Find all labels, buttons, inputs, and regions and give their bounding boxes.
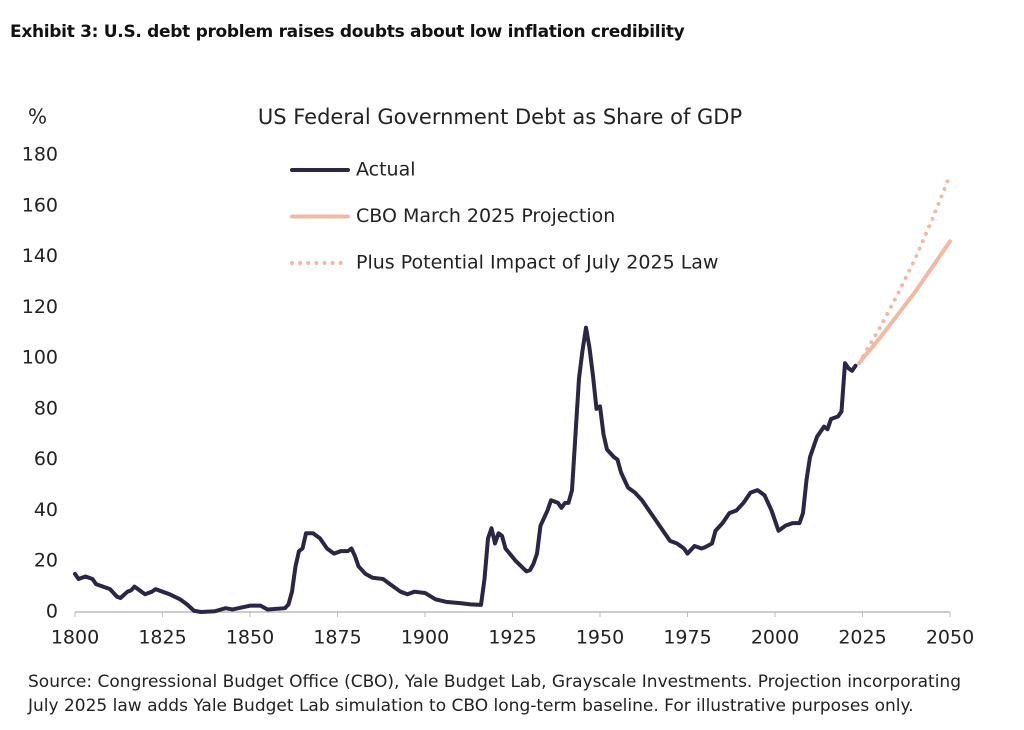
y-tick-label: 80 (34, 397, 58, 419)
y-tick-label: 180 (22, 144, 58, 166)
x-tick-label: 2050 (926, 627, 974, 649)
legend-label: CBO March 2025 Projection (356, 205, 615, 227)
source-note: Source: Congressional Budget Office (CBO… (28, 672, 961, 716)
x-tick-label: 2025 (838, 627, 886, 649)
series-line (73, 325, 858, 614)
x-tick-label: 1850 (226, 627, 274, 649)
x-tick-label: 2000 (751, 627, 799, 649)
y-tick-label: 60 (34, 448, 58, 470)
y-tick-label: 100 (22, 347, 58, 369)
series-line (857, 173, 952, 366)
y-tick-label: 20 (34, 550, 58, 572)
x-tick-label: 1950 (576, 627, 624, 649)
x-tick-label: 1800 (51, 627, 99, 649)
y-tick-label: 40 (34, 499, 58, 521)
chart-title: US Federal Government Debt as Share of G… (258, 105, 742, 129)
y-tick-label: 120 (22, 296, 58, 318)
legend-label: Actual (356, 159, 416, 181)
x-tick-label: 1825 (138, 627, 186, 649)
series-line (857, 239, 952, 366)
x-tick-label: 1900 (401, 627, 449, 649)
y-tick-label: 140 (22, 245, 58, 267)
y-tick-label: 0 (46, 601, 58, 623)
y-tick-label: 160 (22, 194, 58, 216)
y-axis-label: % (28, 105, 47, 129)
x-tick-label: 1975 (663, 627, 711, 649)
exhibit-title: Exhibit 3: U.S. debt problem raises doub… (10, 22, 685, 42)
legend-label: Plus Potential Impact of July 2025 Law (356, 252, 718, 274)
x-tick-label: 1925 (488, 627, 536, 649)
x-tick-label: 1875 (313, 627, 361, 649)
